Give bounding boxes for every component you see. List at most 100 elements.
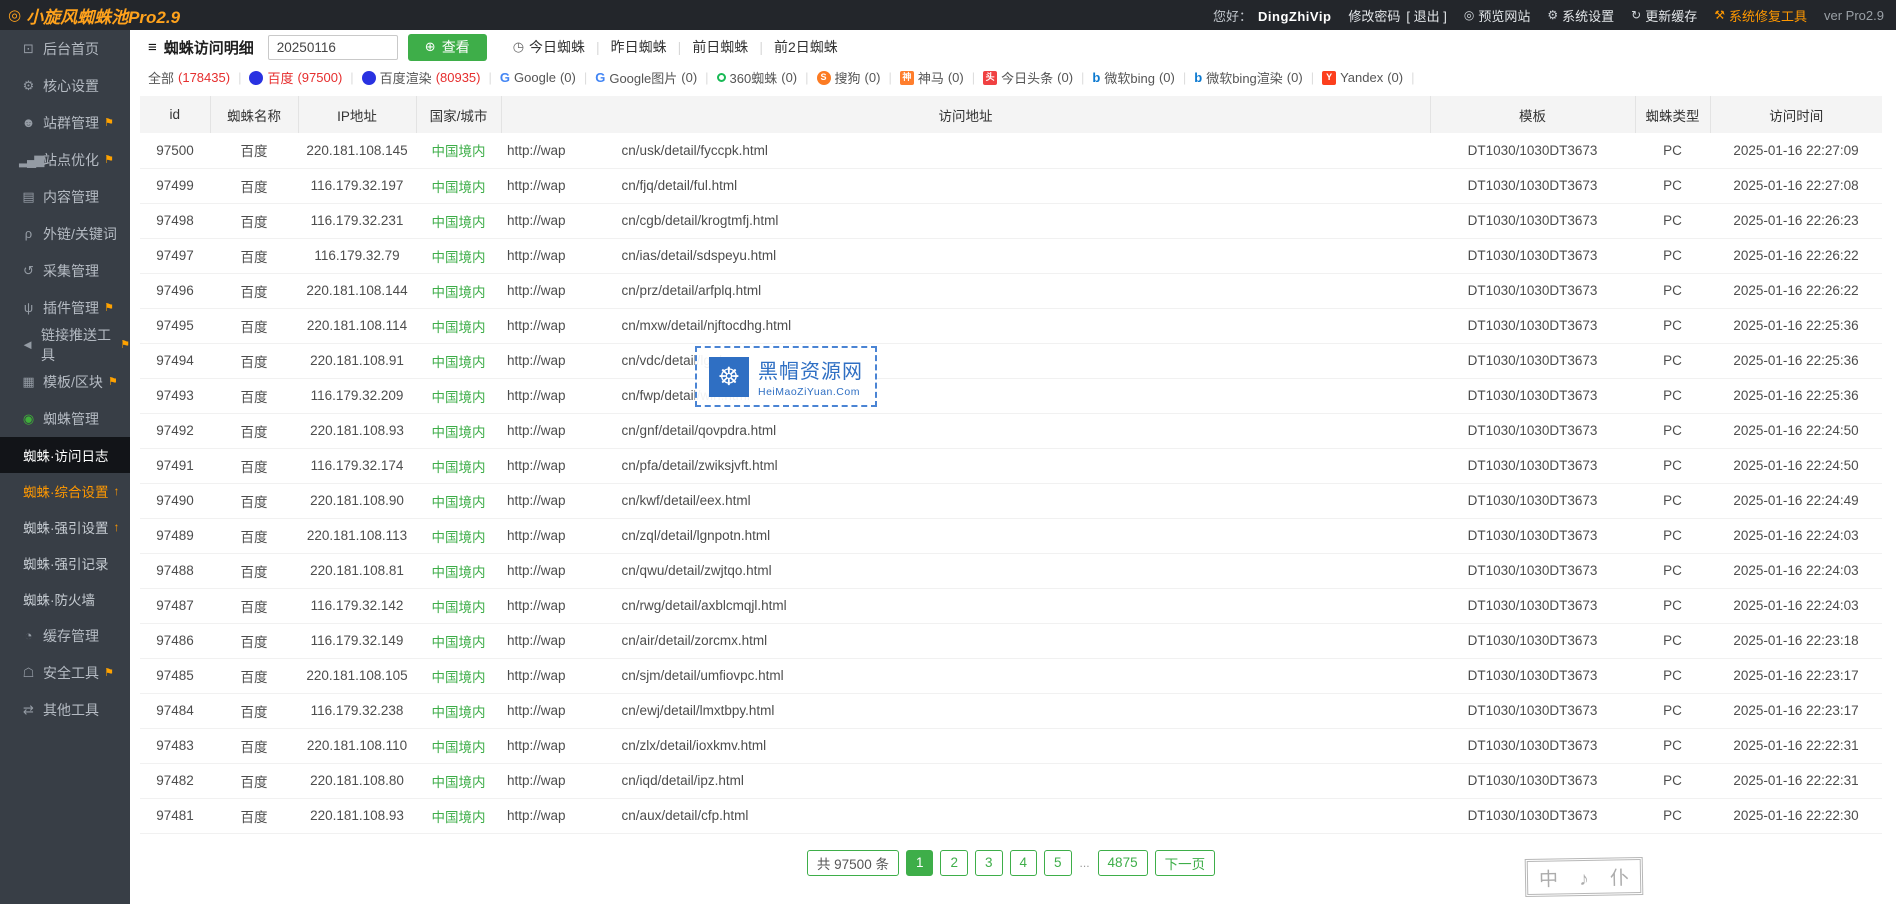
url-prefix: http://wap xyxy=(507,388,566,403)
sidebar-item-spider-manage[interactable]: ◉ 蜘蛛管理 xyxy=(0,400,130,437)
system-repair-tool-link[interactable]: ⚒ 系统修复工具 xyxy=(1714,6,1807,25)
quick-links: ◷ 今日蜘蛛 | 昨日蜘蛛 | 前日蜘蛛 | 前2日蜘蛛 xyxy=(513,37,838,57)
filter-sogou[interactable]: S 搜狗 (0) xyxy=(816,68,880,87)
page-button[interactable]: 5 xyxy=(1044,849,1072,876)
watermark-title: 黑帽资源网 xyxy=(758,361,863,383)
yandex-icon: Y xyxy=(1322,70,1337,85)
filter-bing[interactable]: b 微软bing (0) xyxy=(1092,68,1174,87)
page-button[interactable]: 2 xyxy=(940,849,968,876)
360-spider-icon xyxy=(716,73,726,82)
quick-link-day-before-spiders[interactable]: 前日蜘蛛 xyxy=(692,37,748,57)
filter-google-images[interactable]: G Google图片 (0) xyxy=(595,68,697,87)
filter-google[interactable]: G Google (0) xyxy=(500,70,576,85)
shield-icon: ☖ xyxy=(22,664,35,680)
sidebar-item-cache-manage[interactable]: ◔ 缓存管理 xyxy=(0,617,130,654)
cell-spider-type: PC xyxy=(1663,598,1682,613)
table-row: 97486 百度 116.179.32.149 中国境内 http://wap cn/ai… xyxy=(140,623,1882,658)
url-prefix: http://wap xyxy=(507,318,566,333)
sidebar-item-label: 插件管理 xyxy=(43,299,99,316)
sidebar-item-site-group[interactable]: ☻ 站群管理 ⚑ xyxy=(0,104,130,141)
page-button[interactable]: 3 xyxy=(974,849,1003,876)
system-settings-link[interactable]: ⚙ 系统设置 xyxy=(1547,6,1614,25)
cell-template: DT1030/1030DT3673 xyxy=(1467,142,1598,158)
sidebar-subitem-spider-firewall[interactable]: 蜘蛛·防火墙 xyxy=(0,581,130,617)
cell-spider-name: 百度 xyxy=(240,249,268,265)
page-button[interactable]: 4875 xyxy=(1097,849,1148,876)
filter-yandex[interactable]: Y Yandex (0) xyxy=(1322,70,1403,85)
arrow-up-icon: ↑ xyxy=(113,484,120,498)
url-suffix: cn/prz/detail/arfplq.html xyxy=(621,283,762,298)
cell-spider-name: 百度 xyxy=(240,564,268,580)
sidebar-subitem-spider-general-settings[interactable]: 蜘蛛·综合设置 ↑ xyxy=(0,473,130,509)
filter-bing-render[interactable]: b 微软bing渲染 (0) xyxy=(1194,68,1302,87)
preview-site-link[interactable]: ◎ 预览网站 xyxy=(1464,6,1531,25)
date-input[interactable] xyxy=(268,39,454,55)
logout-link[interactable]: [ 退出 ] xyxy=(1406,8,1447,24)
quick-link-today-spiders[interactable]: ◷ 今日蜘蛛 xyxy=(513,37,585,57)
sidebar-item-templates-blocks[interactable]: ▦ 模板/区块 ⚑ xyxy=(0,363,130,400)
filter-360-spider[interactable]: 360蜘蛛 (0) xyxy=(716,68,797,87)
cell-url: http://wap cn/ias/detail/sdspeyu.html xyxy=(501,238,1430,273)
sidebar-subitem-spider-force-records[interactable]: 蜘蛛·强引记录 xyxy=(0,545,130,581)
sidebar-item-core-settings[interactable]: ⚙ 核心设置 xyxy=(0,67,130,104)
change-password-link[interactable]: 修改密码 xyxy=(1348,8,1401,24)
refresh-icon: ↻ xyxy=(1631,8,1642,22)
cell-id: 97483 xyxy=(156,738,194,753)
sidebar-item-content-manage[interactable]: ▤ 内容管理 xyxy=(0,178,130,215)
monitor-icon: ⊡ xyxy=(23,40,34,56)
timer-icon: ◷ xyxy=(512,39,525,54)
sidebar-subitem-spider-force-settings[interactable]: 蜘蛛·强引设置 ↑ xyxy=(0,509,130,545)
sidebar-item-label: 链接推送工具 xyxy=(41,326,111,363)
separator: | xyxy=(1411,70,1415,85)
sidebar-item-security-tools[interactable]: ☖ 安全工具 ⚑ xyxy=(0,654,130,691)
nav-link-label: 系统设置 xyxy=(1562,8,1615,24)
cell-time: 2025-01-16 22:24:50 xyxy=(1733,458,1859,473)
view-button-label: 查看 xyxy=(441,39,470,55)
sidebar-item-collect-manage[interactable]: ↺ 采集管理 xyxy=(0,252,130,289)
toolbar: ≡ 蜘蛛访问明细 ▦ ⊕ 查看 ◷ 今日蜘蛛 | 昨日蜘蛛 | 前日蜘蛛 | 前2日蜘蛛 xyxy=(130,30,1896,64)
sidebar-subitem-label: 蜘蛛·强引设置 xyxy=(23,521,109,536)
cell-time: 2025-01-16 22:24:50 xyxy=(1733,423,1859,438)
cell-template: DT1030/1030DT3673 xyxy=(1467,178,1598,193)
filter-baidu-render[interactable]: 百度渲染 (80935) xyxy=(361,68,481,87)
sidebar-item-other-tools[interactable]: ⇄ 其他工具 xyxy=(0,691,130,728)
filter-label: 百度 xyxy=(267,71,294,86)
cell-spider-name: 百度 xyxy=(240,739,268,755)
app-logo[interactable]: ◎ 小旋风蜘蛛池Pro2.9 xyxy=(0,3,180,28)
filter-count: (0) xyxy=(1057,70,1074,85)
cell-region: 中国境内 xyxy=(431,599,486,615)
view-button[interactable]: ⊕ 查看 xyxy=(407,33,487,61)
refresh-cache-link[interactable]: ↻ 更新缓存 xyxy=(1631,6,1697,25)
cell-url: http://wap cn/aux/detail/cfp.html xyxy=(501,798,1430,833)
filter-baidu[interactable]: 百度 (97500) xyxy=(249,68,342,87)
url-prefix: http://wap xyxy=(507,142,566,158)
page-button[interactable]: 4 xyxy=(1009,849,1038,876)
table-row: 97499 百度 116.179.32.197 中国境内 http://wap cn/fj… xyxy=(140,168,1882,203)
url-suffix: cn/cgb/detail/krogtmfj.html xyxy=(621,213,779,228)
filter-toutiao[interactable]: 头今日头条 (0) xyxy=(983,68,1073,87)
sidebar-item-link-push-tool[interactable]: ◄ 链接推送工具 ⚑ xyxy=(0,326,130,363)
google-icon: G xyxy=(499,70,511,85)
cell-url: http://wap cn/gnf/detail/qovpdra.html xyxy=(501,413,1430,448)
quick-link-two-days-ago-spiders[interactable]: 前2日蜘蛛 xyxy=(774,37,838,57)
wrench-icon: ⚒ xyxy=(1714,8,1725,22)
sidebar-subitem-spider-access-log[interactable]: 蜘蛛·访问日志 xyxy=(0,437,130,473)
url-suffix: cn/usk/detail/fyccpk.html xyxy=(621,142,768,158)
cell-spider-type: PC xyxy=(1663,423,1682,438)
page-button[interactable]: 1 xyxy=(905,849,934,876)
quick-link-yesterday-spiders[interactable]: 昨日蜘蛛 xyxy=(611,37,667,57)
filter-shenma[interactable]: 神神马 (0) xyxy=(899,68,964,87)
sidebar-item-site-optimize[interactable]: ▂▄▆ 站点优化 ⚑ xyxy=(0,141,130,178)
next-page-button[interactable]: 下一页 xyxy=(1154,849,1216,876)
cell-spider-type: PC xyxy=(1663,178,1682,193)
cell-time: 2025-01-16 22:23:17 xyxy=(1733,668,1859,683)
sidebar-item-plugin-manage[interactable]: ψ 插件管理 ⚑ xyxy=(0,289,130,326)
filter-all[interactable]: 全部 (178435) xyxy=(148,68,230,87)
sidebar-item-dashboard[interactable]: ⊡ 后台首页 xyxy=(0,30,130,67)
sidebar-item-links-keywords[interactable]: ρ 外链/关键词 xyxy=(0,215,130,252)
username[interactable]: DingZhiVip xyxy=(1258,8,1332,24)
ellipsis: ... xyxy=(1079,855,1090,870)
separator: | xyxy=(350,70,354,85)
table-row: 97488 百度 220.181.108.81 中国境内 http://wap cn/qw… xyxy=(140,553,1882,588)
document-icon: ▤ xyxy=(22,188,34,204)
